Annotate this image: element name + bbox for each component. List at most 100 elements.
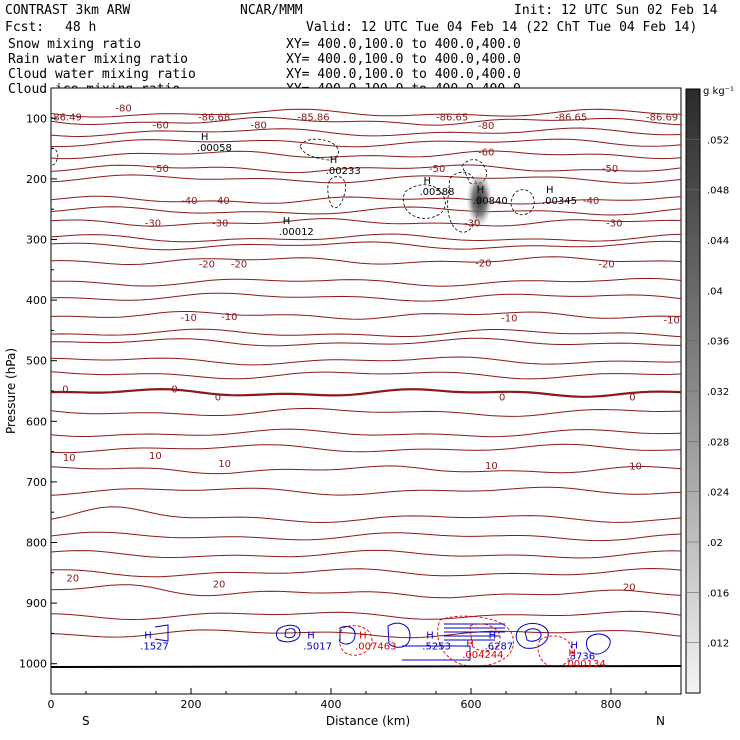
temperature-label: -40: [181, 196, 197, 207]
temperature-label: -86.65: [555, 112, 587, 123]
temperature-label: -10: [181, 313, 197, 324]
colorbar-tick-label: .032: [707, 387, 729, 398]
temperature-label: 20: [66, 574, 79, 585]
temperature-label: -40: [583, 196, 599, 207]
x-tick-label: 0: [48, 698, 55, 711]
max-marker: H: [359, 630, 367, 641]
temperature-contour-m40: [51, 195, 681, 205]
ice-contour-6: [510, 189, 535, 216]
temperature-contour-minor: [51, 328, 681, 338]
temperature-label: -50: [153, 164, 169, 175]
temperature-label: -40: [213, 196, 229, 207]
rain-contours: [338, 615, 573, 667]
temperature-contour-minor: [51, 407, 681, 417]
max-marker: H: [426, 630, 434, 641]
valid-time: Valid: 12 UTC Tue 04 Feb 14 (22 ChT Tue …: [306, 20, 697, 35]
cw-contour-3: [284, 628, 296, 639]
cloud-water-contours: [154, 622, 611, 661]
max-value-label: .000134: [564, 659, 605, 670]
colorbar-tick-label: .02: [707, 538, 723, 549]
temperature-contour-m10: [51, 311, 681, 320]
max-value-label: .00345: [542, 196, 577, 207]
temperature-label: -30: [464, 219, 480, 230]
max-marker: H: [144, 630, 152, 641]
temperature-contour-minor: [51, 610, 681, 621]
temperature-label: -20: [475, 259, 491, 270]
legend-xy-cloud-water: XY= 400.0,100.0 to 400.0,400.0: [286, 67, 521, 82]
legend-xy-snow: XY= 400.0,100.0 to 400.0,400.0: [286, 37, 521, 52]
temperature-contour-minor: [51, 127, 681, 138]
max-value-label: .5253: [422, 641, 451, 652]
temperature-label: -85.86: [297, 112, 329, 123]
temperature-label: -20: [231, 260, 247, 271]
y-tick-label: 1000: [19, 658, 47, 671]
cw-contour-2: [276, 624, 301, 643]
cw-contour-4: [339, 625, 356, 645]
temperature-label: -86.49: [50, 112, 82, 123]
temperature-label: -10: [501, 314, 517, 325]
temperature-contour-minor: [51, 443, 681, 454]
colorbar-tick-label: .044: [707, 236, 729, 247]
y-tick-label: 900: [26, 597, 47, 610]
max-marker: H: [477, 185, 485, 196]
max-value-label: .00588: [420, 187, 455, 198]
ice-contour-3: [402, 184, 446, 219]
y-tick-label: 200: [26, 173, 47, 186]
temperature-label: 0: [215, 392, 221, 403]
temperature-contours: [51, 108, 681, 639]
fcst-value: 48 h: [65, 20, 96, 35]
cw-contour-5: [387, 622, 411, 648]
rain-contour-3: [469, 623, 501, 652]
temperature-contour-minor: [51, 486, 681, 496]
x-axis: 0 200 400 600 800: [48, 688, 647, 711]
max-value-label: .00058: [197, 143, 232, 154]
temperature-label: 0: [171, 385, 177, 396]
max-marker: H: [330, 155, 338, 166]
surface-line: [51, 665, 681, 668]
plot-area: -80 -86.49 -86.68 -85.86 -86.65 -86.65 -86.69 -…: [50, 103, 681, 670]
x-tick-label: 800: [601, 698, 622, 711]
colorbar: g kg⁻¹ .052.048.044.04.036.032.028.024.0…: [685, 86, 734, 694]
max-value-label: .00233: [326, 166, 361, 177]
temperature-contour-20: [51, 584, 681, 599]
temperature-contour-minor: [51, 206, 681, 216]
model-title: CONTRAST 3km ARW: [5, 3, 130, 18]
temperature-contour-minor: [51, 549, 681, 559]
temperature-label: -30: [606, 219, 622, 230]
colorbar-tick-label: .052: [707, 135, 729, 146]
x-axis-title: Distance (km): [326, 714, 410, 728]
temperature-label: -80: [478, 121, 494, 132]
temperature-contour-minor: [51, 233, 681, 243]
south-label: S: [82, 714, 90, 728]
cw-contour-10: [585, 633, 611, 655]
temperature-label: 20: [213, 580, 226, 591]
max-value-label: .004244: [462, 650, 503, 661]
temperature-label: 10: [63, 453, 76, 464]
ice-contour-2: [327, 176, 346, 209]
temperature-contour-m60: [51, 150, 681, 160]
max-marker: H: [424, 176, 432, 187]
y-tick-label: 600: [26, 415, 47, 428]
legend-name-rain: Rain water mixing ratio: [8, 52, 188, 67]
max-marker: H: [201, 132, 209, 143]
max-value-label: .5017: [303, 641, 332, 652]
legend-name-cloud-water: Cloud water mixing ratio: [8, 67, 196, 82]
cw-contour-8: [515, 623, 549, 649]
y-axis: 100 200 300 400 500 600 700 800 900 1000: [19, 87, 57, 695]
max-marker: H: [568, 648, 576, 659]
plot-frame: [50, 87, 682, 695]
fcst-label: Fcst:: [5, 20, 44, 35]
ice-contour-1: [299, 138, 339, 161]
temperature-label: 0: [629, 392, 635, 403]
rain-contour-1: [338, 625, 373, 656]
temperature-label: 20: [623, 583, 636, 594]
colorbar-tick-label: .024: [707, 488, 729, 499]
temperature-contour-minor: [51, 138, 681, 148]
max-marker: H: [571, 641, 579, 652]
rain-contour-4: [537, 635, 573, 667]
legend-name-snow: Snow mixing ratio: [8, 37, 141, 52]
temperature-label: -86.65: [436, 112, 468, 123]
colorbar-tick-label: .016: [707, 588, 729, 599]
temperature-label: -80: [115, 103, 131, 114]
